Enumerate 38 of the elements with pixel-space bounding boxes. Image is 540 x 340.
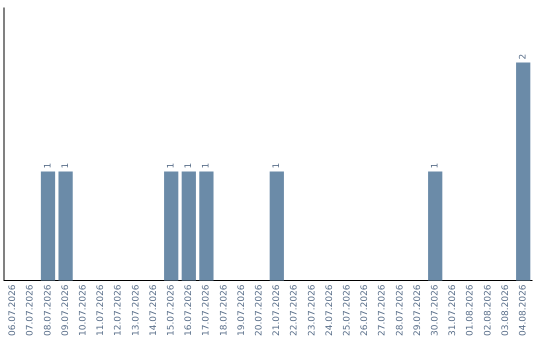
x-tick-label: 27.07.2026: [378, 284, 388, 336]
x-tick-label: 26.07.2026: [360, 284, 370, 336]
x-tick-label: 18.07.2026: [219, 284, 230, 336]
x-tick-label: 03.08.2026: [500, 284, 511, 336]
x-tick-label: 23.07.2026: [307, 284, 318, 336]
x-tick-label: 16.07.2026: [184, 284, 194, 336]
data-label: 1: [184, 162, 194, 168]
x-tick-label: 11.07.2026: [96, 284, 106, 336]
x-tick-label: 15.07.2026: [166, 284, 177, 336]
x-tick-label: 10.07.2026: [78, 284, 89, 336]
x-tick-label: 24.07.2026: [324, 284, 335, 336]
x-tick-label: 12.07.2026: [114, 284, 124, 336]
x-tick-label: 07.07.2026: [26, 284, 36, 336]
x-tick-label: 30.07.2026: [430, 284, 441, 336]
x-tick-label: 25.07.2026: [342, 284, 353, 336]
x-tick-label: 13.07.2026: [131, 284, 142, 336]
x-tick-label: 02.08.2026: [483, 284, 494, 336]
x-tick-label: 20.07.2026: [254, 284, 265, 336]
x-tick-label: 31.07.2026: [448, 284, 458, 336]
data-label: 1: [430, 162, 441, 168]
x-tick-label: 17.07.2026: [202, 284, 212, 336]
data-label: 1: [272, 162, 282, 168]
data-label: 2: [518, 54, 529, 60]
x-tick-label: 01.08.2026: [466, 284, 476, 336]
data-label: 1: [43, 162, 54, 168]
x-tick-label: 19.07.2026: [236, 284, 247, 336]
x-tick-label: 22.07.2026: [290, 284, 300, 336]
x-tick-label: 06.07.2026: [8, 284, 18, 336]
x-tick-label: 29.07.2026: [412, 284, 423, 336]
data-label: 1: [202, 162, 212, 168]
x-tick-label: 04.08.2026: [518, 284, 529, 336]
x-tick-label: 14.07.2026: [148, 284, 159, 336]
data-label: 1: [60, 162, 71, 168]
x-tick-label: 28.07.2026: [395, 284, 406, 336]
data-label: 1: [166, 162, 177, 168]
x-tick-label: 09.07.2026: [60, 284, 71, 336]
x-tick-label: 21.07.2026: [272, 284, 282, 336]
x-tick-label: 08.07.2026: [43, 284, 54, 336]
